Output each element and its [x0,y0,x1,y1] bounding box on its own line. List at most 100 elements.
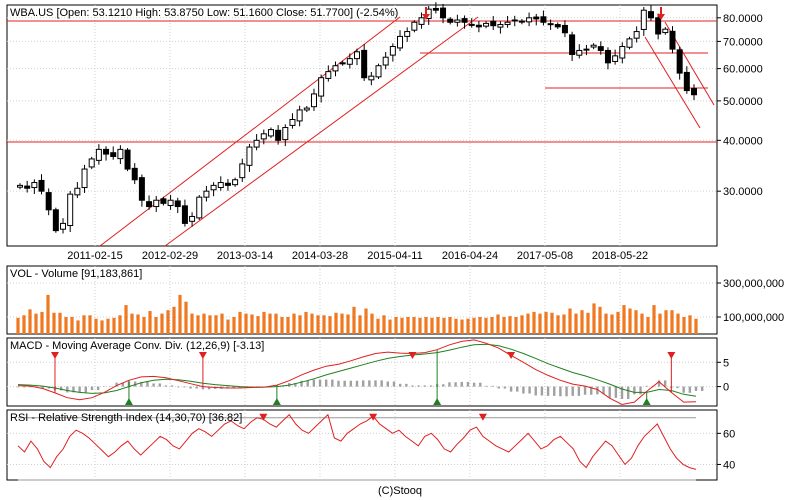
volume-bar [58,312,62,334]
volume-bar [424,317,428,334]
macd-histogram-bar [583,386,587,395]
macd-histogram-bar [66,386,69,393]
candle-body [325,71,332,79]
volume-bar [508,316,512,334]
candle-body [289,118,296,126]
volume-bar [658,313,662,334]
macd-histogram-bar [454,382,457,387]
macd-histogram-bar [559,386,562,397]
candle-body [368,75,375,81]
candle-body [189,215,196,222]
macd-histogram-bar [133,381,137,387]
volume-title: VOL - Volume [91,183,861] [10,268,142,280]
macd-histogram-bar [392,381,396,387]
candle-body [569,34,576,55]
candle-body [518,20,525,23]
macd-histogram-bar [238,386,242,388]
volume-bar [460,319,464,334]
candle-body [389,46,396,56]
price-y-tick-label: 80.0000 [723,13,763,25]
macd-histogram-bar [442,384,445,387]
macd-histogram-bar [355,380,359,387]
candle-body [174,200,181,208]
candle-body [604,49,611,64]
volume-bar [448,317,452,334]
volume-bar [574,313,578,334]
macd-histogram-bar [22,386,26,388]
copyright-footer: (C)Stooq [378,485,422,497]
candle-body [612,55,619,62]
volume-bar [358,315,362,334]
volume-bar [634,310,638,334]
candle-body [160,198,167,204]
volume-bar [544,311,548,334]
macd-histogram-bar [78,386,81,393]
candle-body [67,193,74,227]
sell-signal-marker [198,352,207,359]
volume-bar [46,294,50,334]
candle-body [332,65,339,72]
volume-bar [16,317,20,334]
macd-histogram-bar [429,385,433,387]
candle-body [88,158,95,168]
candle-body [468,23,475,26]
volume-bar [688,315,692,334]
macd-histogram-bar [485,385,488,387]
price-y-axis: 30.0000 40.0000 50.0000 60.0000 70.0000 80.00… [717,13,763,198]
volume-bar [532,311,536,334]
volume-bar [472,317,476,334]
candle-body [440,7,447,19]
macd-histogram-bar [300,380,303,387]
macd-histogram-bar [676,386,679,389]
volume-bar [286,317,290,334]
macd-histogram-bar [528,386,531,394]
macd-histogram-bar [331,379,334,387]
macd-histogram-bar [96,386,100,391]
macd-histogram-bar [614,386,618,398]
candle-body [339,62,346,65]
volume-bar [340,313,344,334]
macd-histogram-bar [16,386,20,388]
volume-bar [304,311,308,334]
candle-body [196,196,203,219]
macd-y-axis: 05 [717,357,729,394]
volume-bar [400,317,404,334]
price-y-tick-label: 60.0000 [723,64,763,76]
macd-histogram-bar [349,380,353,387]
rsi-line [17,413,697,470]
volume-bar [334,312,338,334]
volume-bars [16,294,698,334]
volume-bar [370,313,374,334]
macd-histogram-bar [380,380,383,387]
volume-bar [280,317,284,334]
candle-body [432,7,439,11]
volume-bar [526,313,530,334]
macd-histogram-bar [491,385,494,387]
price-y-tick-label: 30.0000 [723,186,763,198]
macd-histogram-bar [115,382,118,387]
macd-histogram-bar [201,386,205,390]
price-x-tick-label: 2011-02-15 [67,250,122,262]
macd-histogram-bar [177,386,180,388]
macd-histogram-bar [565,386,568,397]
macd-histogram-bar [553,386,556,396]
volume-bar [628,308,632,334]
macd-histogram-bar [596,386,599,395]
price-y-tick-label: 70.0000 [723,36,763,48]
candle-body [669,30,676,50]
volume-bar [616,311,620,334]
macd-histogram-bar [306,380,309,387]
volume-bar [328,316,332,334]
candle-body [153,199,160,208]
candle-body [17,184,23,188]
macd-panel: MACD - Moving Average Conv. Div. (12,26,… [6,337,729,407]
macd-histogram-bar [577,386,581,396]
macd-histogram-bar [608,386,611,398]
volume-bar [76,320,80,334]
candle-body [296,109,303,122]
price-y-tick-label: 40.0000 [723,135,763,147]
volume-bar [352,306,356,334]
volume-bar [496,314,500,334]
volume-bar [52,312,56,334]
